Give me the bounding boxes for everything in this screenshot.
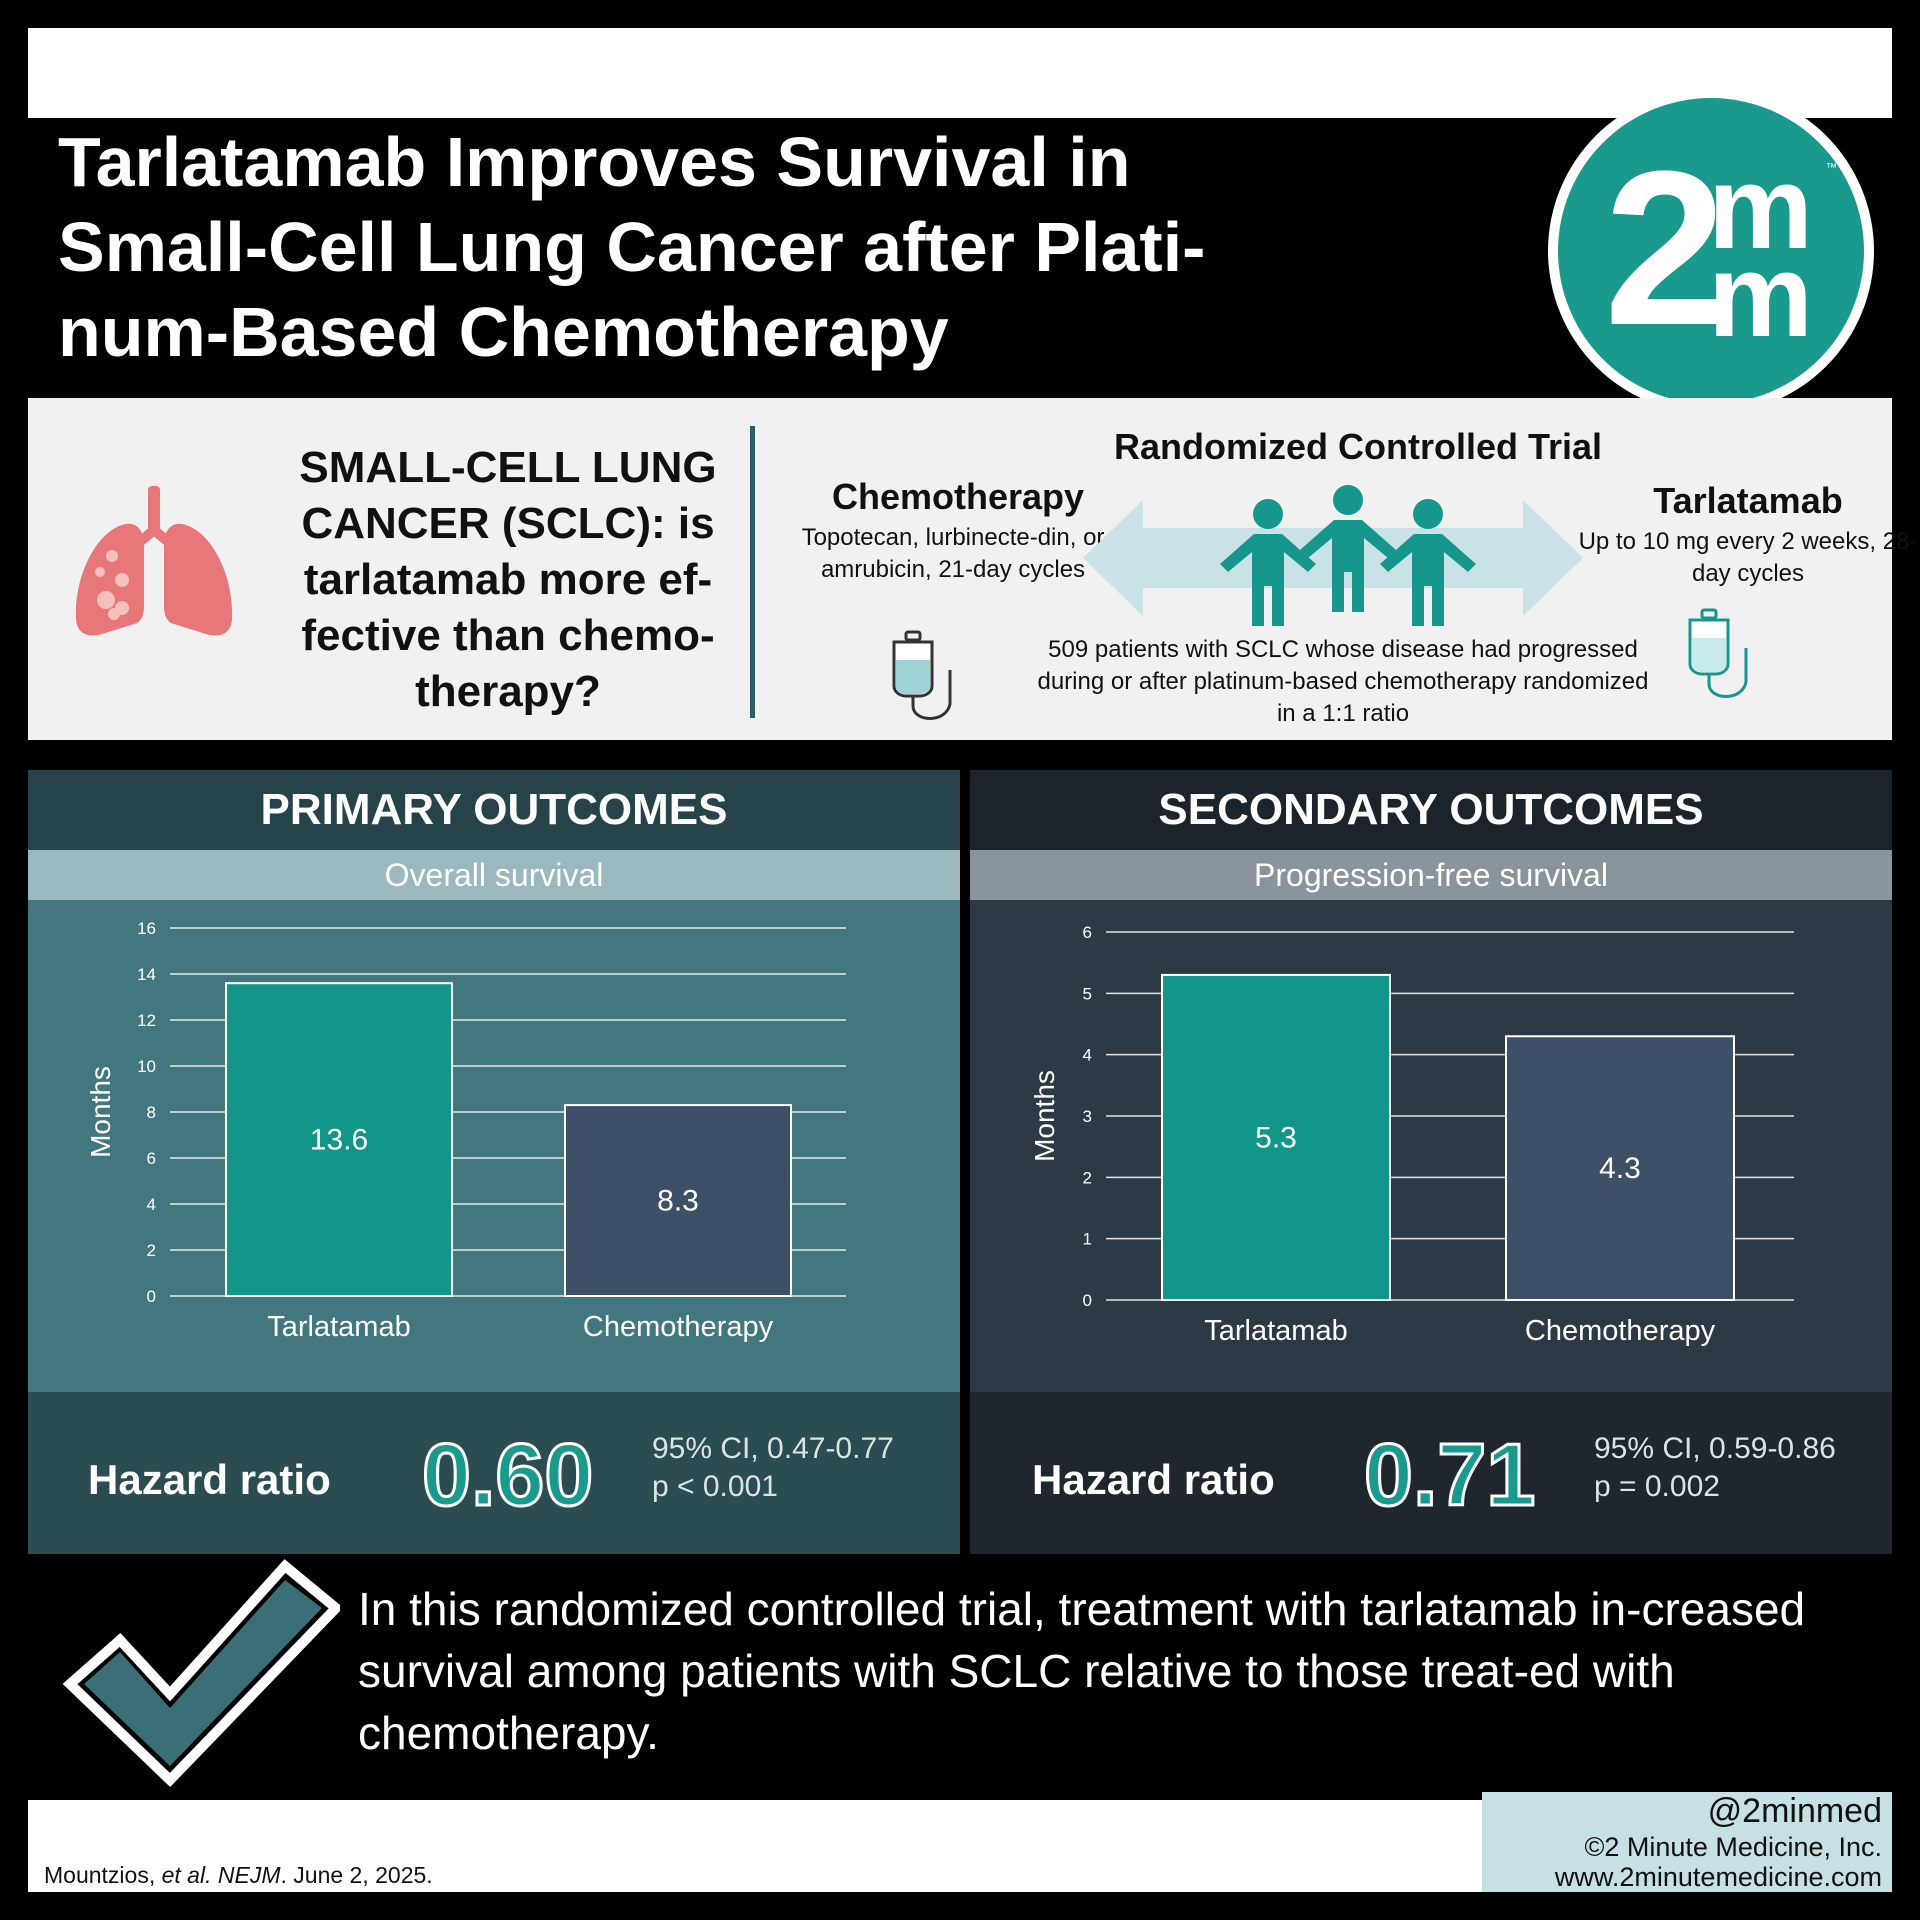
x-tick-label: Tarlatamab [1204,1315,1347,1347]
bar-value-label: 13.6 [310,1124,368,1157]
y-tick-label: 1 [1083,1230,1092,1249]
logo-letter: m [1708,142,1813,274]
progression-free-survival-chart: 0 1 2 3 4 5 6 Months 5.3 Tarlatamab 4.3 Chemotherap… [1029,923,1794,1347]
panel-heading: SECONDARY OUTCOMES [970,770,1892,850]
y-tick-label: 4 [147,1195,156,1214]
x-tick-label: Tarlatamab [267,1311,410,1343]
checkmark-icon [62,1559,340,1788]
arm-chemotherapy-name: Chemotherapy [831,476,1085,517]
logo-digit: 2 [1604,125,1727,371]
y-tick-label: 3 [1083,1107,1092,1126]
trademark: ™ [1826,162,1837,174]
lungs-icon [75,486,233,636]
primary-outcomes-panel: PRIMARY OUTCOMES Overall survival 0 2 4 6 8 1… [28,770,960,1554]
bar-value-label: 5.3 [1255,1121,1297,1154]
hazard-ratio-band: Hazard ratio 0.71 95% CI, 0.59-0.86 p = … [970,1392,1892,1554]
arm-tarlatamab-desc: Up to 10 mg every 2 weeks, 28-day cycles [1578,528,1918,587]
y-tick-label: 0 [147,1287,156,1306]
confidence-interval: 95% CI, 0.47-0.77 [652,1432,894,1465]
citation-author: Mountzios, [44,1862,162,1888]
y-tick-label: 2 [1083,1168,1092,1187]
study-design-panel: SMALL-CELL LUNG CANCER (SCLC): is tarlat… [28,398,1917,740]
y-tick-label: 12 [137,1011,156,1030]
bar-value-label: 4.3 [1599,1152,1641,1185]
y-tick-label: 6 [147,1149,156,1168]
copyright: ©2 Minute Medicine, Inc. [1584,1832,1882,1862]
title-line: num-Based Chemotherapy [58,293,949,371]
title-line: Small-Cell Lung Cancer after Plati- [58,208,1206,286]
secondary-outcomes-panel: SECONDARY OUTCOMES Progression-free surv… [970,770,1892,1554]
brand-credit: @2minmed ©2 Minute Medicine, Inc. www.2m… [1482,1792,1892,1892]
y-tick-label: 10 [137,1057,156,1076]
y-axis-label: Months [1029,1070,1060,1162]
citation-journal: NEJM [217,1862,281,1888]
trial-design: Randomized Controlled Trial [1113,426,1603,467]
citation: Mountzios, et al. NEJM. June 2, 2025. [44,1862,433,1889]
hazard-ratio-label: Hazard ratio [88,1456,331,1503]
p-value: p = 0.002 [1594,1470,1720,1503]
citation-date: . June 2, 2025. [280,1862,433,1888]
panel-heading: PRIMARY OUTCOMES [28,770,960,850]
bar [1505,1035,1735,1301]
logo-circle: 2 m m ™ [1558,98,1864,404]
hazard-ratio-value: 0.71 [1362,1424,1536,1526]
hazard-ratio-band: Hazard ratio 0.60 95% CI, 0.47-0.77 p < … [28,1392,960,1554]
population-desc: 509 patients with SCLC whose disease had… [1037,636,1649,727]
x-tick-label: Chemotherapy [1525,1315,1716,1347]
conclusion-text: In this randomized controlled trial, tre… [358,1583,1806,1759]
arm-chemotherapy-desc: Topotecan, lurbinecte-din, or amrubicin,… [801,524,1105,583]
p-value: p < 0.001 [652,1470,778,1503]
patients-icon [1220,485,1476,626]
y-axis-label: Months [85,1066,116,1158]
overall-survival-chart: 0 2 4 6 8 10 12 14 16 Months 13.6 Tarlatamab 8.3 Chem… [85,919,846,1343]
bar [225,982,453,1297]
citation-etal: et al. [161,1862,212,1888]
iv-bag-icon [1688,608,1748,698]
y-tick-label: 8 [147,1103,156,1122]
title-line: Tarlatamab Improves Survival in [58,123,1131,201]
hazard-ratio-label: Hazard ratio [1032,1456,1275,1503]
arm-tarlatamab-name: Tarlatamab [1653,480,1843,521]
y-tick-label: 5 [1083,984,1092,1003]
y-tick-label: 16 [137,919,156,938]
confidence-interval: 95% CI, 0.59-0.86 [1594,1432,1836,1465]
page-title: Tarlatamab Improves Survival in Small-Ce… [58,120,1358,375]
website-link[interactable]: www.2minutemedicine.com [1554,1862,1882,1892]
panel-subheading: Progression-free survival [970,850,1892,900]
hazard-ratio-value: 0.60 [420,1424,594,1526]
logo-letter: m [1708,230,1813,362]
bar [564,1104,792,1297]
y-tick-label: 0 [1083,1291,1092,1310]
brand-logo: 2 m m ™ [1548,88,1874,414]
research-question: SMALL-CELL LUNG CANCER (SCLC): is tarlat… [299,443,717,716]
iv-bag-icon [892,630,952,720]
top-banner [28,28,1892,118]
y-tick-label: 6 [1083,923,1092,942]
y-tick-label: 2 [147,1241,156,1260]
conclusion-panel: In this randomized controlled trial, tre… [112,1564,1892,1792]
y-tick-label: 4 [1083,1046,1092,1065]
panel-subheading: Overall survival [28,850,960,900]
bar-value-label: 8.3 [657,1185,699,1218]
y-tick-label: 14 [137,965,156,984]
divider [750,426,755,718]
social-handle[interactable]: @2minmed [1707,1792,1882,1830]
bar [1161,973,1391,1302]
x-tick-label: Chemotherapy [583,1311,774,1343]
